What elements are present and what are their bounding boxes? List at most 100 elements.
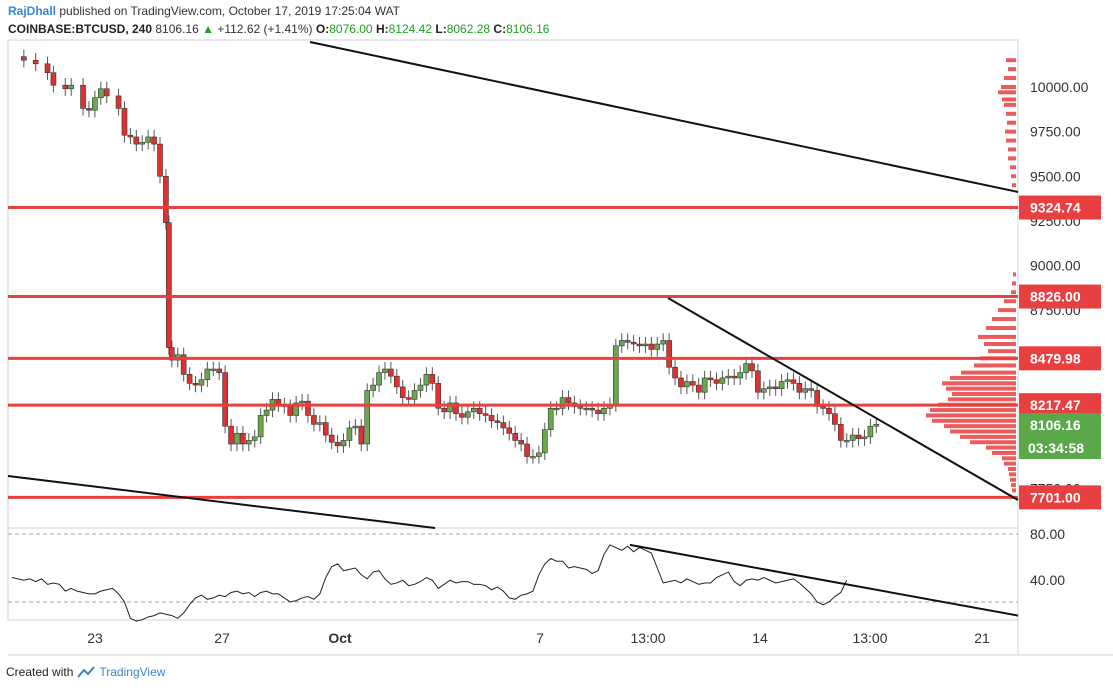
level-tag-label: 8826.00 xyxy=(1030,289,1081,305)
candle-up xyxy=(684,381,690,388)
volume-profile-bar xyxy=(1002,97,1016,102)
candle-down xyxy=(506,427,513,434)
candle-down xyxy=(228,425,234,445)
symbol-info: COINBASE:BTCUSD, 240 8106.16 ▲ +112.62 (… xyxy=(8,22,549,36)
candle-down xyxy=(837,424,844,441)
candle-down xyxy=(21,56,27,61)
candle-up xyxy=(719,377,726,384)
candle-up xyxy=(530,456,536,459)
candle-down xyxy=(169,347,175,361)
candle-down xyxy=(166,222,172,348)
volume-profile-bar xyxy=(1006,111,1016,116)
falling-trendline xyxy=(667,297,1019,501)
low-label: L: xyxy=(435,22,447,36)
level-tags: 9324.74 8826.00 8479.98 8217.47 7701.00 8106.… xyxy=(1019,195,1101,510)
horizontal-levels[interactable] xyxy=(8,206,1018,499)
created-with-text: Created with xyxy=(6,665,74,679)
volume-profile-bar xyxy=(998,90,1016,95)
volume-profile-bar xyxy=(974,363,1016,368)
author-name[interactable]: RajDhall xyxy=(8,4,57,18)
volume-profile-bar xyxy=(950,375,1016,380)
candle-up xyxy=(346,427,353,441)
candle-down xyxy=(121,108,128,136)
candle-down xyxy=(482,413,489,416)
candle-up xyxy=(784,379,791,382)
volume-profile-bar xyxy=(992,450,1016,455)
candle-up xyxy=(465,411,471,418)
candle-up xyxy=(340,440,347,447)
volume-profile-bar xyxy=(978,334,1016,339)
candle-down xyxy=(358,425,365,445)
volume-profile-bar xyxy=(1010,477,1016,482)
candle-down xyxy=(180,354,187,375)
candle-down xyxy=(441,407,447,413)
candle-up xyxy=(618,340,625,347)
rsi-tick-80: 80.00 xyxy=(1030,526,1065,542)
candle-down xyxy=(388,368,394,377)
candle-down xyxy=(429,374,436,384)
candle-down xyxy=(624,340,631,343)
candle-up xyxy=(204,368,211,381)
candle-up xyxy=(849,434,856,441)
candle-down xyxy=(50,72,57,86)
candle-down xyxy=(133,136,140,145)
volume-profile-bar xyxy=(948,397,1016,402)
candle-down xyxy=(826,407,832,414)
volume-profile-bar xyxy=(984,342,1016,347)
candle-down xyxy=(80,84,86,109)
candle-up xyxy=(873,424,880,427)
candle-up xyxy=(660,340,667,345)
volume-profile-bar xyxy=(1008,67,1016,72)
candle-up xyxy=(737,372,743,379)
level-tag-bg xyxy=(1019,485,1101,510)
candle-up xyxy=(98,88,104,99)
candle-down xyxy=(648,343,655,350)
candle-down xyxy=(163,175,169,223)
volume-profile-bar xyxy=(1012,488,1016,493)
candle-up xyxy=(613,345,619,406)
candle-down xyxy=(749,363,755,372)
time-tick-label: 14 xyxy=(752,630,768,646)
volume-profile-bar xyxy=(930,408,1016,413)
candle-up xyxy=(559,397,566,409)
candle-up xyxy=(299,400,305,404)
candle-down xyxy=(808,388,815,391)
level-tag-bg xyxy=(1019,195,1101,220)
volume-profile-bar xyxy=(1010,165,1016,170)
candle-down xyxy=(311,415,317,425)
volume-profile-bar xyxy=(942,381,1016,386)
candle-down xyxy=(820,406,826,409)
trendlines[interactable] xyxy=(7,41,1019,529)
candle-down xyxy=(399,386,406,398)
level-tag-label: 8479.98 xyxy=(1030,350,1081,366)
volume-profile-bar xyxy=(946,386,1016,391)
tradingview-brand[interactable]: TradingView xyxy=(99,665,166,679)
candle-up xyxy=(145,136,151,143)
volume-profile-bar xyxy=(1012,183,1016,188)
candle-down xyxy=(322,422,329,436)
last-price: 8106.16 xyxy=(155,22,199,36)
candle-down xyxy=(772,386,779,389)
candle-down xyxy=(405,397,412,400)
candle-up xyxy=(68,84,74,90)
candle-up xyxy=(802,388,809,393)
candle-down xyxy=(459,413,465,418)
time-tick-label: 7 xyxy=(536,630,544,646)
volume-profile-bar xyxy=(998,308,1016,313)
rsi-pane-border xyxy=(7,527,1019,621)
volume-profile-bar xyxy=(926,413,1016,418)
candle-up xyxy=(411,390,418,400)
candle-up xyxy=(382,368,388,373)
candle-up xyxy=(725,375,732,379)
candle-down xyxy=(115,95,122,109)
candle-down xyxy=(796,383,803,393)
price-tick-label: 9500.00 xyxy=(1030,168,1081,184)
volume-profile-bar xyxy=(992,317,1016,322)
rsi-line xyxy=(11,544,848,622)
time-tick-label: 23 xyxy=(87,630,103,646)
candle-up xyxy=(766,386,773,389)
volume-profile-bar xyxy=(1004,102,1016,107)
volume-profile-bar xyxy=(1002,456,1016,461)
high-label: H: xyxy=(375,22,389,36)
